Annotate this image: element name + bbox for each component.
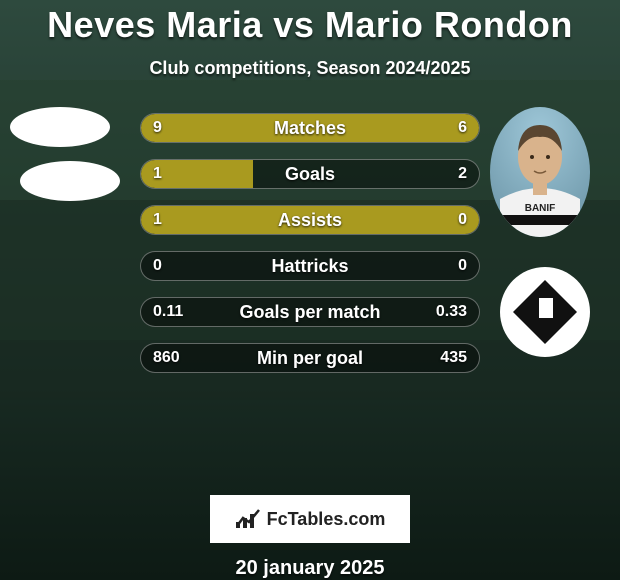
fctables-logo[interactable]: FcTables.com	[210, 495, 410, 543]
stat-row: 0 Hattricks 0	[140, 251, 480, 281]
stat-right-value: 0	[458, 211, 467, 229]
stat-left-value: 1	[153, 211, 162, 229]
chart-icon	[235, 508, 261, 530]
stat-bars: 9 Matches 6 1 Goals 2 1 Assists 0 0 Hattricks 0 0.11…	[140, 113, 480, 389]
stat-row: 0.11 Goals per match 0.33	[140, 297, 480, 327]
stat-label: Goals	[285, 164, 335, 185]
left-club-badge-placeholder	[20, 161, 120, 201]
stat-label: Matches	[274, 118, 346, 139]
left-player-photo-placeholder	[10, 107, 110, 147]
stat-left-value: 860	[153, 349, 180, 367]
comparison-panel: BANIF	[0, 107, 620, 493]
stat-right-value: 0	[458, 257, 467, 275]
right-club-badge	[500, 267, 590, 357]
stat-right-value: 435	[440, 349, 467, 367]
stat-left-value: 1	[153, 165, 162, 183]
logo-text: FcTables.com	[267, 509, 386, 530]
stat-label: Goals per match	[239, 302, 380, 323]
stat-right-value: 2	[458, 165, 467, 183]
stat-left-value: 0.11	[153, 303, 183, 321]
date-text: 20 january 2025	[236, 557, 385, 580]
stat-row: 9 Matches 6	[140, 113, 480, 143]
stat-label: Assists	[278, 210, 342, 231]
right-player-photo: BANIF	[490, 107, 590, 237]
stat-label: Min per goal	[257, 348, 363, 369]
stat-row: 1 Assists 0	[140, 205, 480, 235]
svg-text:BANIF: BANIF	[525, 203, 556, 214]
page-title: Neves Maria vs Mario Rondon	[47, 4, 573, 46]
stat-row: 1 Goals 2	[140, 159, 480, 189]
stat-left-value: 0	[153, 257, 162, 275]
subtitle: Club competitions, Season 2024/2025	[149, 58, 470, 79]
stat-right-value: 0.33	[436, 303, 467, 321]
stat-label: Hattricks	[271, 256, 348, 277]
stat-right-value: 6	[458, 119, 467, 137]
stat-row: 860 Min per goal 435	[140, 343, 480, 373]
stat-left-value: 9	[153, 119, 162, 137]
